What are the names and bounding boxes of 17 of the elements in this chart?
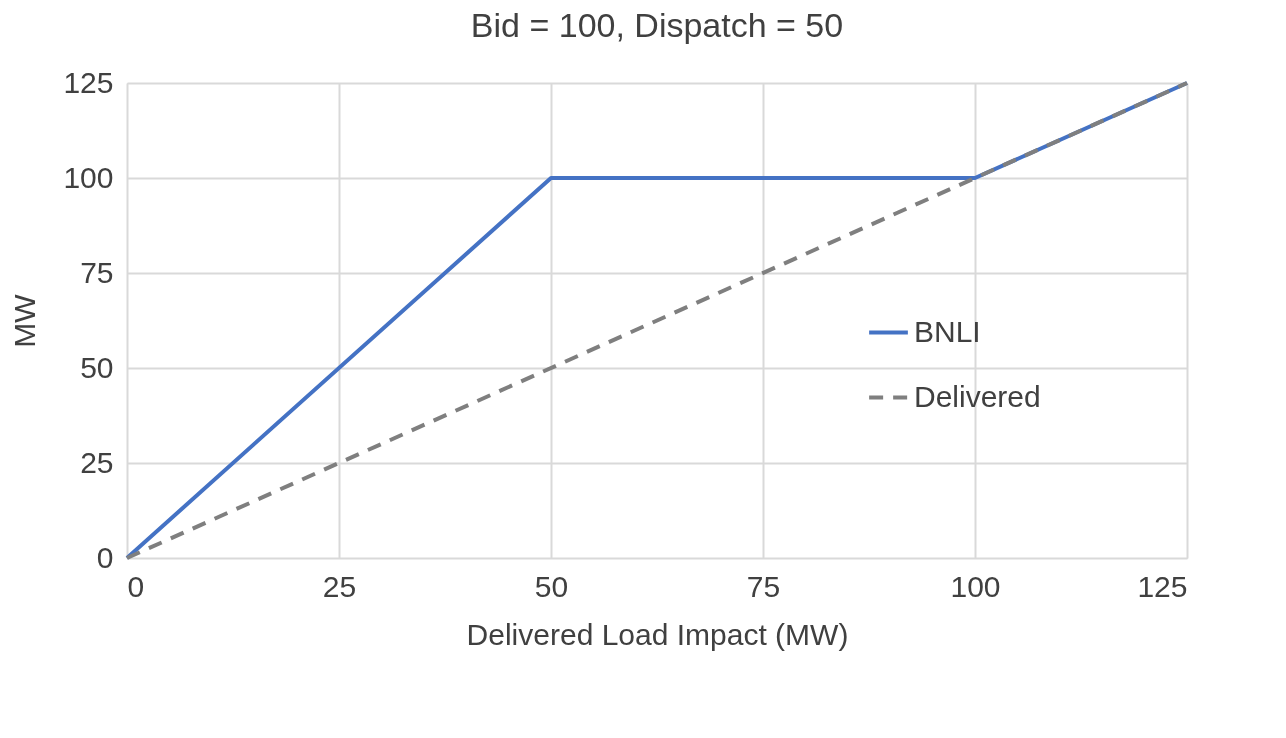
x-tick-label: 0 (127, 569, 145, 603)
x-tick-label: 125 (1137, 569, 1188, 603)
legend-label: BNLI (914, 314, 981, 348)
y-tick-label: 50 (80, 350, 114, 384)
x-tick-label: 75 (746, 569, 781, 603)
x-tick-label: 100 (950, 569, 1001, 603)
x-axis-title: Delivered Load Impact (MW) (466, 617, 849, 651)
chart-title: Bid = 100, Dispatch = 50 (470, 6, 844, 44)
y-tick-label: 25 (80, 445, 114, 479)
y-tick-label: 75 (80, 255, 114, 289)
y-axis-title: MW (8, 293, 42, 348)
y-tick-label: 100 (63, 160, 114, 194)
y-tick-label: 0 (96, 540, 114, 574)
legend-label: Delivered (914, 379, 1041, 413)
x-tick-label: 25 (322, 569, 357, 603)
x-tick-label: 50 (534, 569, 569, 603)
y-tick-label: 125 (63, 65, 114, 99)
